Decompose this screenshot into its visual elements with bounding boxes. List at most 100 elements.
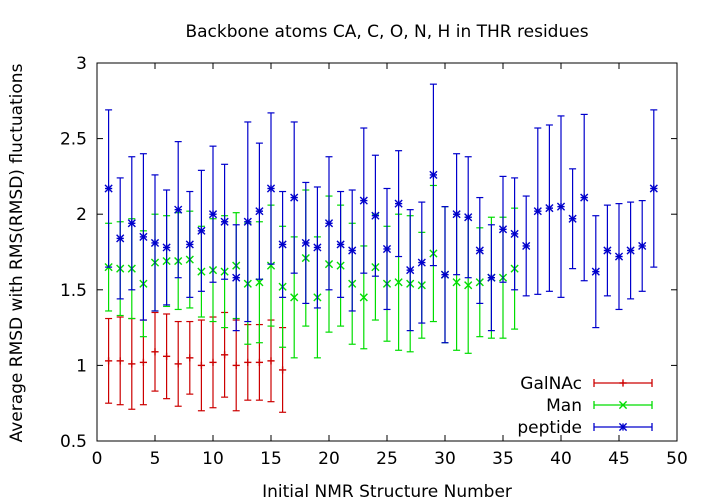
data-point <box>290 293 299 302</box>
data-point <box>151 348 159 356</box>
y-tick-label: 3 <box>76 54 87 74</box>
data-point <box>359 196 368 205</box>
data-point <box>174 205 183 214</box>
data-point <box>290 193 299 202</box>
chart-title: Backbone atoms CA, C, O, N, H in THR res… <box>185 22 588 42</box>
data-point <box>243 217 252 226</box>
data-point <box>359 293 368 302</box>
data-point <box>452 210 461 219</box>
data-point <box>244 358 252 366</box>
data-point <box>266 184 276 193</box>
data-point <box>371 211 380 220</box>
data-point <box>174 360 182 368</box>
data-point <box>185 240 194 249</box>
data-point <box>278 240 287 249</box>
legend-label: GalNAc <box>520 374 582 394</box>
legend-marker <box>619 379 627 387</box>
data-point <box>464 281 473 290</box>
data-point <box>394 278 403 287</box>
data-point <box>186 354 194 362</box>
data-point <box>568 214 577 223</box>
data-point <box>150 238 160 248</box>
data-point <box>267 357 275 365</box>
data-point <box>464 213 473 222</box>
data-point <box>626 246 635 255</box>
legend-label: Man <box>546 396 582 416</box>
data-point <box>232 361 240 369</box>
data-point <box>522 241 531 251</box>
data-point <box>255 207 264 216</box>
data-point <box>162 243 171 252</box>
data-point <box>197 226 206 235</box>
data-point <box>429 170 438 179</box>
data-point <box>139 358 147 366</box>
data-point <box>128 360 136 368</box>
data-point <box>475 246 484 255</box>
y-tick-label: 0.5 <box>60 432 87 452</box>
data-point <box>301 238 310 248</box>
x-tick-label: 20 <box>318 449 340 469</box>
plot-area: 0 5 10 15 20 25 30 35 40 45 50 0.5 1 1.5 2 2.5 3 <box>60 54 688 469</box>
data-point <box>348 246 357 255</box>
x-tick-label: 35 <box>492 449 514 469</box>
plot-frame <box>96 62 678 442</box>
data-point <box>452 278 461 287</box>
data-point <box>163 352 171 360</box>
data-point <box>105 357 113 365</box>
x-tick-label: 40 <box>550 449 572 469</box>
x-tick-label: 10 <box>202 449 224 469</box>
y-tick-label: 1.5 <box>60 281 87 301</box>
x-tick-label: 5 <box>150 449 161 469</box>
x-tick-label: 15 <box>260 449 282 469</box>
data-point <box>440 270 450 279</box>
series-peptide <box>104 83 658 344</box>
data-point <box>197 361 205 369</box>
data-point <box>556 202 566 211</box>
data-point <box>232 273 241 282</box>
data-point <box>116 357 124 365</box>
data-point <box>255 358 263 366</box>
data-point <box>382 244 392 254</box>
data-point <box>394 199 403 208</box>
data-point <box>591 267 600 276</box>
data-point <box>498 225 508 234</box>
data-point <box>406 266 415 275</box>
data-point <box>266 261 276 270</box>
data-point <box>324 219 334 228</box>
data-point <box>313 243 322 252</box>
data-point <box>487 273 496 282</box>
data-point <box>221 351 229 359</box>
y-tick-label: 2.5 <box>60 130 87 150</box>
legend-label: peptide <box>517 418 582 438</box>
data-point <box>116 234 125 243</box>
data-point <box>220 217 229 226</box>
legend-marker <box>618 400 628 410</box>
data-point <box>603 246 612 255</box>
data-point <box>638 241 647 251</box>
x-tick-label: 30 <box>434 449 456 469</box>
data-point <box>127 219 136 228</box>
data-point <box>614 252 624 261</box>
data-point <box>533 207 542 216</box>
data-point <box>209 358 217 366</box>
legend-entry-man: Man <box>546 396 653 416</box>
data-point <box>545 204 554 213</box>
x-tick-label: 50 <box>666 449 688 469</box>
x-tick-label: 0 <box>92 449 103 469</box>
data-point <box>255 278 264 287</box>
x-tick-label: 45 <box>608 449 630 469</box>
legend-entry-peptide: peptide <box>517 418 653 438</box>
data-point <box>510 229 519 238</box>
y-tick-label: 2 <box>76 205 87 225</box>
x-axis-label: Initial NMR Structure Number <box>262 482 512 502</box>
data-point <box>336 240 345 249</box>
y-axis-label: Average RMSD with RMS(RMSD) fluctuations <box>7 63 27 442</box>
data-point <box>279 366 287 374</box>
x-tick-label: 25 <box>376 449 398 469</box>
y-tick-label: 1 <box>76 356 87 376</box>
data-point <box>208 210 218 219</box>
data-point <box>139 232 148 241</box>
data-point <box>417 258 426 267</box>
